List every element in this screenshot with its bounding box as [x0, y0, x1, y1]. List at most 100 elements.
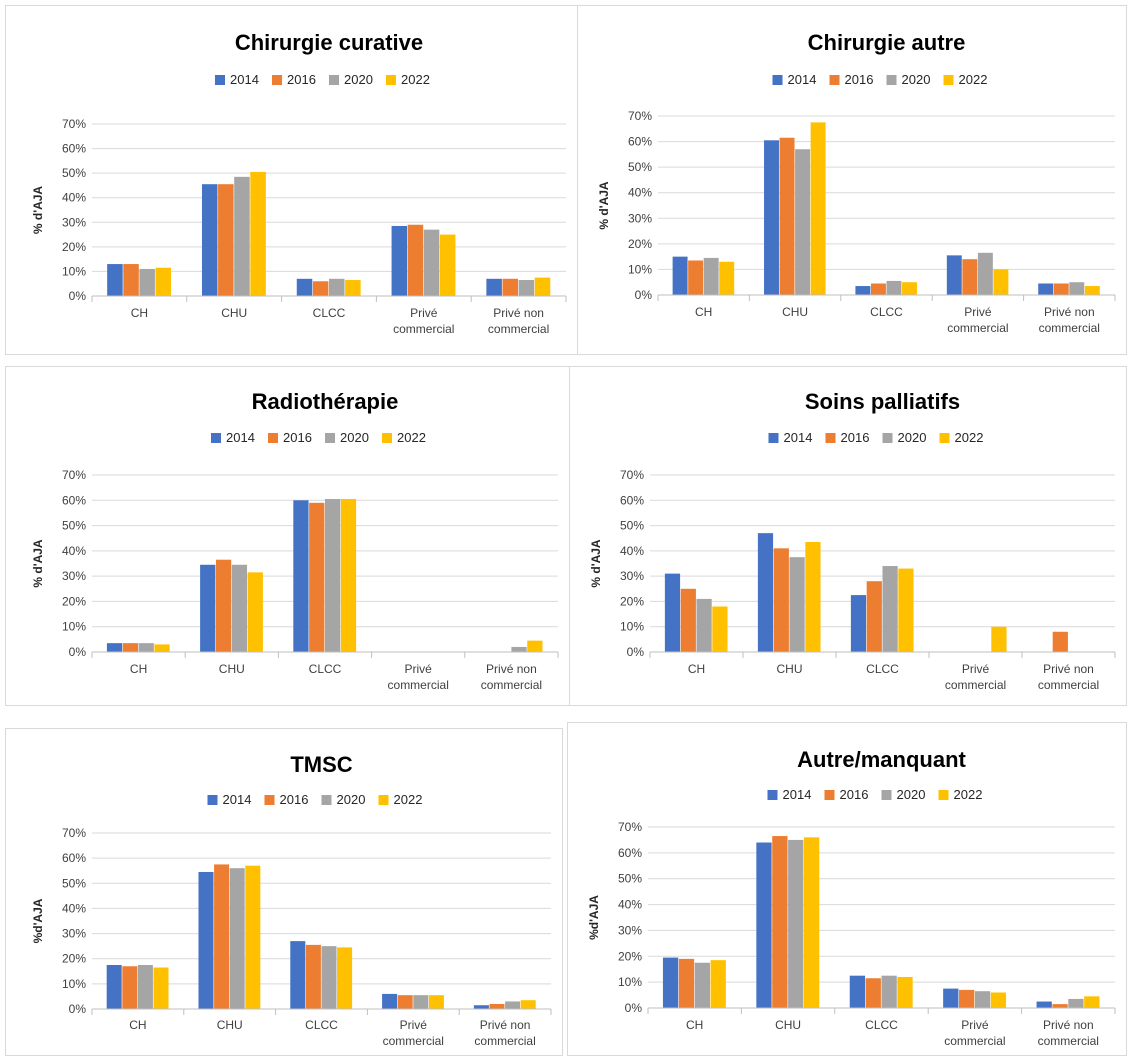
legend-label: 2016 — [841, 430, 870, 445]
bar-prive-non-commercial-2016 — [1053, 283, 1069, 295]
bar-clcc-2014 — [850, 595, 867, 652]
legend-item-2016: 2016 — [825, 430, 870, 445]
bar-clcc-2022 — [337, 947, 353, 1009]
x-category-label: CLCC — [865, 1018, 898, 1032]
bar-prive-non-commercial-2014 — [1038, 283, 1054, 295]
bar-chu-2014 — [757, 533, 774, 652]
y-tick-label: 50% — [62, 876, 86, 890]
bar-ch-2016 — [678, 958, 695, 1008]
legend-swatch — [321, 795, 332, 805]
bar-prive-non-commercial-2020 — [518, 280, 535, 296]
legend-item-2014: 2014 — [207, 792, 252, 807]
legend-swatch — [211, 433, 221, 443]
y-tick-label: 0% — [69, 645, 87, 659]
legend-item-2022: 2022 — [378, 792, 423, 807]
bar-ch-2020 — [696, 598, 712, 652]
x-category-label: CH — [129, 1018, 146, 1032]
bar-chu-2014 — [201, 184, 218, 296]
x-category-label: CHU — [777, 662, 803, 676]
y-tick-label: 50% — [620, 519, 644, 533]
legend-swatch — [824, 790, 835, 800]
bar-prive-commercial-2014 — [943, 988, 959, 1008]
chart-panel-radiotherapie: Radiothérapie 2014 2016 2020 2022 % d'AJA 0% 10… — [5, 366, 570, 706]
bar-chu-2016 — [773, 548, 789, 652]
bar-chu-2020 — [231, 564, 248, 652]
legend-swatch — [329, 75, 339, 85]
bar-ch-2014 — [106, 643, 123, 652]
bar-prive-commercial-2014 — [382, 993, 398, 1009]
y-tick-label: 30% — [620, 569, 644, 583]
bar-prive-commercial-2016 — [962, 259, 978, 295]
bar-ch-2020 — [137, 965, 153, 1009]
legend-swatch — [829, 75, 840, 85]
y-tick-label: 50% — [62, 519, 86, 533]
legend-label: 2016 — [840, 787, 869, 802]
legend-label: 2016 — [845, 72, 874, 87]
bar-ch-2020 — [138, 643, 154, 652]
bar-chu-2022 — [245, 865, 261, 1009]
bar-clcc-2014 — [296, 278, 313, 296]
bar-ch-2016 — [688, 260, 704, 295]
x-category-label: Privé non commercial — [474, 1018, 535, 1048]
bar-prive-commercial-2020 — [974, 991, 991, 1008]
bar-ch-2022 — [712, 606, 728, 652]
legend-swatch — [886, 75, 897, 85]
legend-item-2014: 2014 — [772, 72, 817, 87]
y-tick-label: 20% — [62, 952, 86, 966]
x-category-label: Privé non commercial — [1038, 662, 1099, 692]
bar-chu-2016 — [218, 184, 234, 296]
legend-label: 2022 — [394, 792, 423, 807]
y-tick-label: 70% — [628, 109, 652, 123]
chart-panel-autre-manquant: Autre/manquant 2014 2016 2020 2022 %d'AJA 0% 10… — [567, 722, 1127, 1056]
bar-chu-2016 — [772, 836, 788, 1008]
legend-label: 2022 — [955, 430, 984, 445]
bar-clcc-2020 — [321, 946, 337, 1009]
x-category-label: CHU — [221, 306, 247, 320]
x-category-label: CHU — [217, 1018, 243, 1032]
legend-label: 2014 — [784, 430, 813, 445]
chart-title: Chirurgie curative — [235, 30, 423, 55]
legend-label: 2016 — [280, 792, 309, 807]
legend-item-2020: 2020 — [329, 72, 373, 87]
y-tick-label: 70% — [620, 468, 644, 482]
legend-swatch — [264, 795, 275, 805]
legend-item-2022: 2022 — [382, 430, 426, 445]
legend-swatch — [325, 433, 335, 443]
y-tick-label: 30% — [618, 923, 642, 937]
y-tick-label: 60% — [62, 851, 86, 865]
legend-swatch — [772, 75, 783, 85]
legend-label: 2022 — [954, 787, 983, 802]
bar-prive-commercial-2016 — [397, 995, 413, 1009]
y-tick-label: 30% — [62, 215, 86, 229]
legend-label: 2014 — [223, 792, 252, 807]
y-tick-label: 10% — [618, 975, 642, 989]
bar-ch-2014 — [672, 256, 688, 295]
y-tick-label: 20% — [618, 949, 642, 963]
y-tick-label: 40% — [62, 901, 86, 915]
bar-prive-non-commercial-2022 — [520, 1000, 536, 1009]
y-tick-label: 0% — [635, 288, 653, 302]
bar-chu-2014 — [198, 871, 214, 1009]
bar-clcc-2020 — [325, 499, 341, 652]
y-axis-label: % d'AJA — [597, 181, 611, 230]
bar-prive-non-commercial-2016 — [502, 278, 518, 296]
y-tick-label: 60% — [620, 493, 644, 507]
legend-item-2022: 2022 — [386, 72, 430, 87]
legend-item-2022: 2022 — [943, 72, 987, 87]
legend-item-2016: 2016 — [272, 72, 316, 87]
bar-clcc-2020 — [882, 566, 898, 652]
y-tick-label: 20% — [62, 594, 86, 608]
bar-clcc-2014 — [855, 286, 871, 295]
bar-prive-non-commercial-2016 — [489, 1003, 505, 1009]
bar-prive-commercial-2022 — [993, 269, 1009, 295]
legend-label: 2014 — [783, 787, 812, 802]
x-category-label: Privé non commercial — [488, 306, 549, 336]
chart-title: Chirurgie autre — [808, 30, 966, 55]
x-category-label: CLCC — [866, 662, 899, 676]
y-tick-label: 0% — [69, 1002, 87, 1016]
bar-chu-2016 — [215, 559, 232, 652]
x-category-label: Privé commercial — [383, 1018, 444, 1048]
legend-item-2014: 2014 — [767, 787, 812, 802]
x-category-label: CHU — [775, 1018, 801, 1032]
legend-label: 2014 — [788, 72, 817, 87]
